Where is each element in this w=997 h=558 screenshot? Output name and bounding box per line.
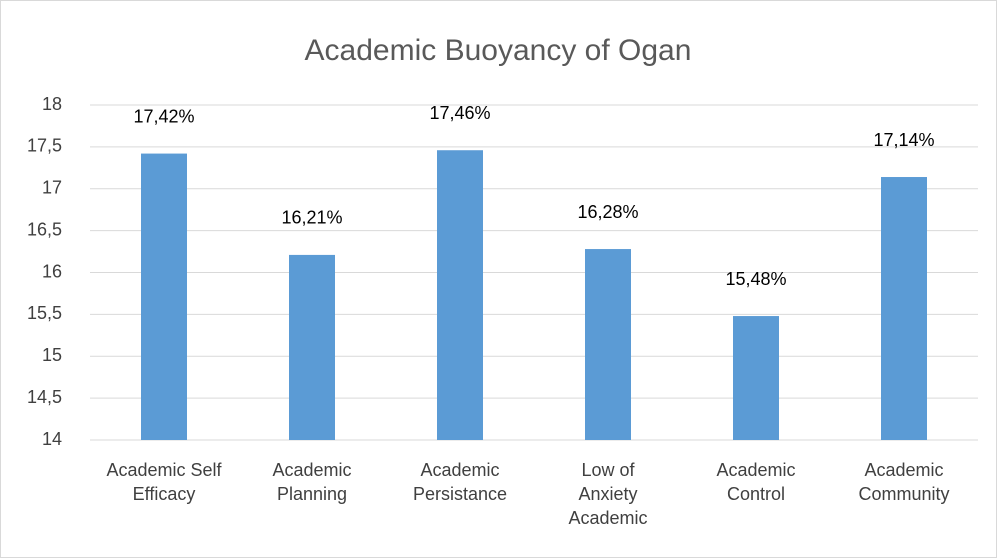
y-tick-label: 17 (42, 178, 62, 198)
y-tick-label: 15,5 (27, 303, 62, 323)
data-label: 17,42% (133, 106, 194, 126)
y-tick-label: 17,5 (27, 136, 62, 156)
y-tick-label: 15 (42, 345, 62, 365)
y-tick-label: 14 (42, 429, 62, 449)
x-tick-label: Academic Persistance (412, 460, 508, 504)
data-label: 16,21% (281, 208, 342, 228)
bar (733, 316, 779, 440)
bar (289, 254, 335, 440)
data-label: 17,46% (429, 103, 490, 123)
x-tick-label: Academic Self Efficacy (106, 460, 222, 504)
x-tick-label: Low of Anxiety Academic (568, 460, 648, 528)
data-label: 16,28% (577, 202, 638, 222)
y-tick-label: 16,5 (27, 219, 62, 239)
y-tick-label: 18 (42, 94, 62, 114)
chart-title: Academic Buoyancy of Ogan (305, 34, 692, 67)
y-tick-label: 14,5 (27, 387, 62, 407)
x-tick-label: Academic Control (716, 460, 796, 504)
bar (437, 150, 483, 440)
bar (585, 249, 631, 440)
bar (881, 177, 927, 440)
x-tick-label: Academic Planning (272, 460, 352, 504)
x-tick-label: Academic Community (858, 460, 950, 504)
data-label: 15,48% (725, 269, 786, 289)
y-tick-label: 16 (42, 261, 62, 281)
bar (141, 153, 187, 440)
data-label: 17,14% (873, 130, 934, 150)
